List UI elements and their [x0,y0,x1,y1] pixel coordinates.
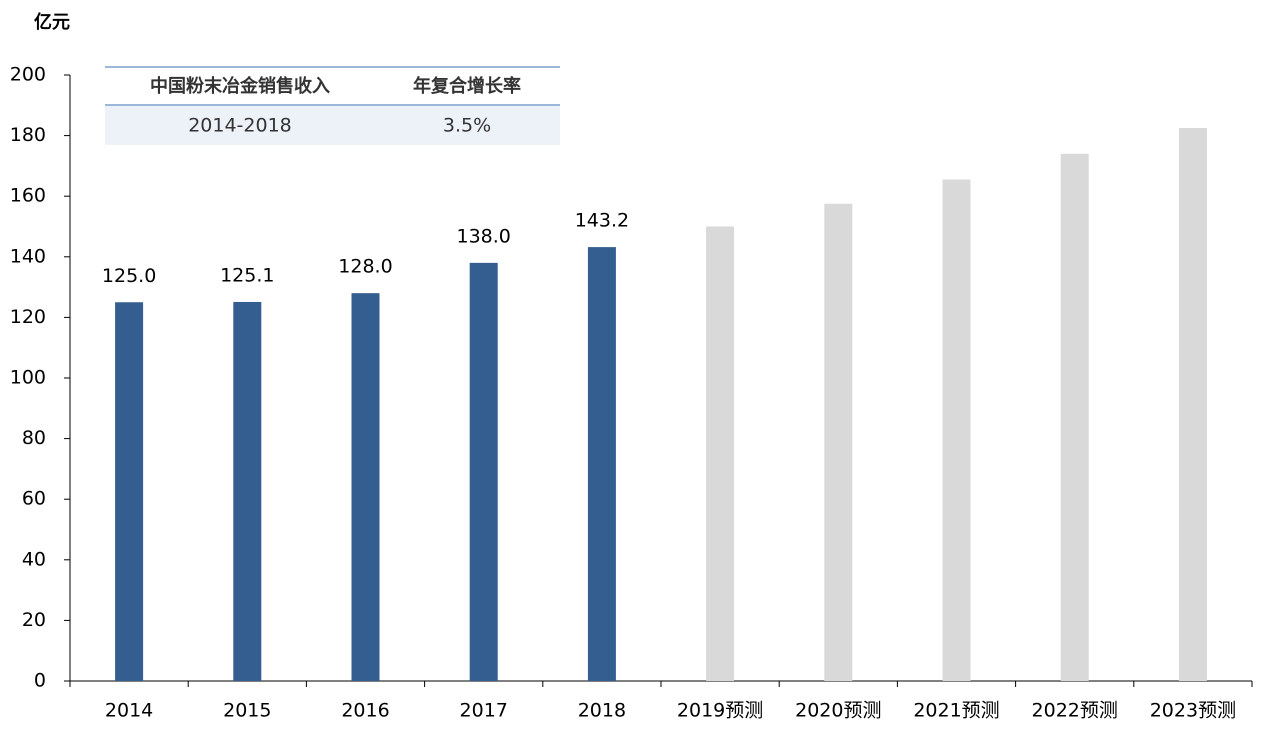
data-label: 128.0 [338,256,392,278]
bar [469,262,498,681]
y-tick-label: 180 [10,124,46,146]
y-tick-label: 40 [22,548,46,570]
x-tick-label: 2020预测 [795,700,881,722]
table-header: 年复合增长率 [413,75,521,97]
bar [942,179,971,681]
bar [115,302,144,681]
x-tick-label: 2021预测 [913,700,999,722]
y-tick-label: 60 [22,488,46,510]
x-tick-label: 2016 [341,700,389,722]
y-axis-label: 亿元 [34,11,70,33]
x-tick-label: 2022预测 [1032,700,1118,722]
x-tick-label: 2018 [578,700,626,722]
bar [1060,153,1089,681]
bar [824,203,853,681]
x-tick-label: 2014 [105,700,153,722]
y-tick-label: 160 [10,185,46,207]
data-label: 143.2 [575,210,629,232]
data-label: 138.0 [456,225,510,247]
y-tick-label: 80 [22,427,46,449]
bar [1178,128,1207,681]
bar [351,293,380,681]
table-row-bg [105,105,560,145]
y-tick-label: 120 [10,306,46,328]
table-header: 中国粉末冶金销售收入 [150,75,330,97]
y-tick-label: 0 [34,670,46,692]
bar [587,247,616,681]
table-cell: 3.5% [443,115,491,137]
y-tick-label: 200 [10,64,46,86]
y-tick-label: 140 [10,245,46,267]
data-label: 125.0 [102,265,156,287]
x-tick-label: 2023预测 [1150,700,1236,722]
x-tick-label: 2015 [223,700,271,722]
bar [233,301,262,681]
bar [706,226,735,681]
table-cell: 2014-2018 [188,115,292,137]
y-tick-label: 20 [22,609,46,631]
data-label: 125.1 [220,264,274,286]
x-tick-label: 2017 [460,700,508,722]
x-tick-label: 2019预测 [677,700,763,722]
y-tick-label: 100 [10,367,46,389]
